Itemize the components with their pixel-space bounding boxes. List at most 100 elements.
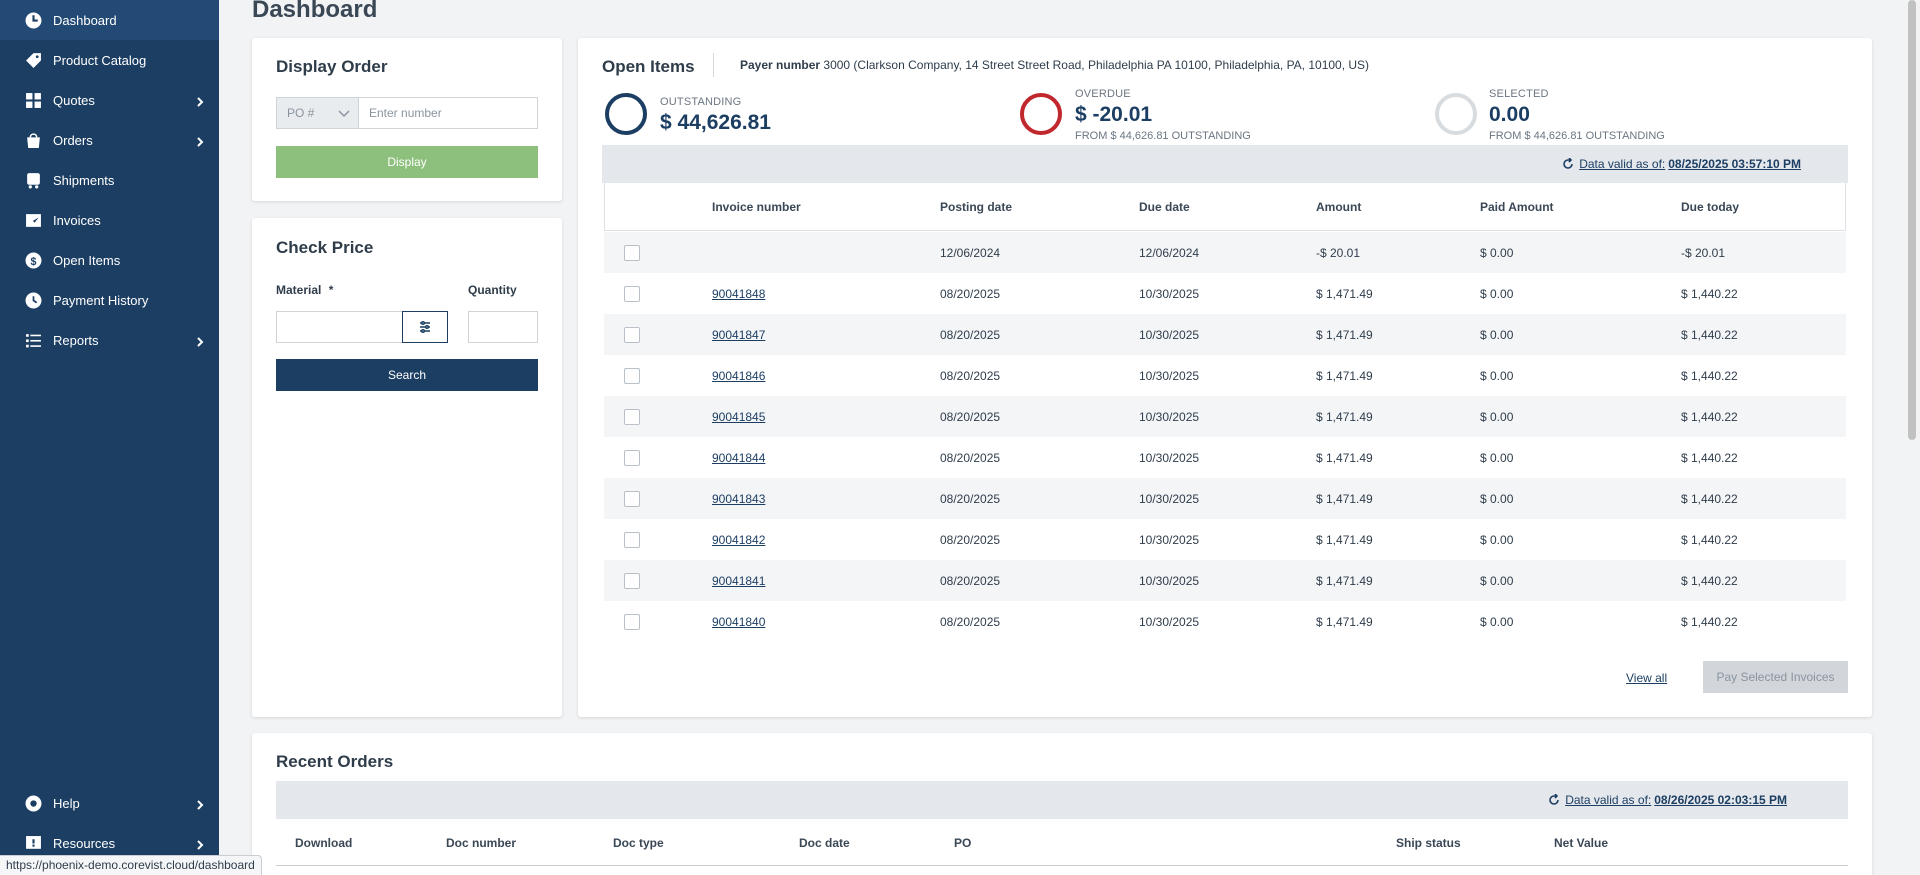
posting-date: 08/20/2025 <box>940 450 1001 465</box>
invoice-link[interactable]: 90041841 <box>712 573 766 588</box>
col-posting-date: Posting date <box>940 200 1013 214</box>
selected-ring <box>1435 93 1477 135</box>
amount: $ 1,471.49 <box>1316 573 1373 588</box>
due-date: 10/30/2025 <box>1139 409 1200 424</box>
col-ship-status: Ship status <box>1396 836 1461 850</box>
row-checkbox[interactable] <box>624 450 640 466</box>
po-number-input[interactable] <box>358 97 538 129</box>
sidebar-item-dashboard[interactable]: Dashboard <box>0 0 219 40</box>
page-scrollbar[interactable] <box>1908 0 1916 440</box>
refresh-icon <box>1563 158 1573 169</box>
sidebar-item-reports[interactable]: Reports <box>0 320 219 360</box>
payer-info: Payer number 3000 (Clarkson Company, 14 … <box>740 58 1369 72</box>
row-checkbox[interactable] <box>624 368 640 384</box>
tag-icon <box>24 51 42 69</box>
material-label-text: Material <box>276 283 322 297</box>
display-button[interactable]: Display <box>276 146 538 178</box>
sidebar-item-label: Shipments <box>53 172 115 188</box>
posting-date: 12/06/2024 <box>940 245 1001 260</box>
selected-label: SELECTED <box>1489 88 1549 100</box>
data-valid-link[interactable]: Data valid as of: 08/25/2025 03:57:10 PM <box>1562 157 1801 171</box>
sidebar-item-shipments[interactable]: Shipments <box>0 160 219 200</box>
due-date: 10/30/2025 <box>1139 368 1200 383</box>
posting-date: 08/20/2025 <box>940 368 1001 383</box>
posting-date: 08/20/2025 <box>940 573 1001 588</box>
sidebar-item-invoices[interactable]: Invoices <box>0 200 219 240</box>
amount: $ 1,471.49 <box>1316 368 1373 383</box>
amount: $ 1,471.49 <box>1316 327 1373 342</box>
paid-amount: $ 0.00 <box>1480 614 1514 629</box>
sidebar-item-label: Payment History <box>53 292 149 308</box>
due-today: $ 1,440.22 <box>1681 327 1738 342</box>
row-checkbox[interactable] <box>624 286 640 302</box>
sidebar-item-label: Orders <box>53 132 93 148</box>
invoice-link[interactable]: 90041840 <box>712 614 766 629</box>
search-button[interactable]: Search <box>276 359 538 391</box>
sidebar-item-label: Invoices <box>53 212 101 228</box>
table-row: 90041841 08/20/2025 10/30/2025 $ 1,471.4… <box>604 560 1846 601</box>
due-today: $ 1,440.22 <box>1681 491 1738 506</box>
sidebar-item-label: Dashboard <box>53 12 117 28</box>
invoice-link[interactable]: 90041842 <box>712 532 766 547</box>
col-due-date: Due date <box>1139 200 1190 214</box>
invoice-link[interactable]: 90041843 <box>712 491 766 506</box>
material-filter-button[interactable] <box>402 311 448 343</box>
table-row: 90041844 08/20/2025 10/30/2025 $ 1,471.4… <box>604 437 1846 478</box>
row-checkbox[interactable] <box>624 245 640 261</box>
col-po: PO <box>954 836 972 850</box>
paid-amount: $ 0.00 <box>1480 532 1514 547</box>
sidebar-item-label: Reports <box>53 332 99 348</box>
sidebar-item-quotes[interactable]: Quotes <box>0 80 219 120</box>
view-all-link[interactable]: View all <box>1626 671 1668 685</box>
due-today: -$ 20.01 <box>1681 245 1726 260</box>
sidebar-item-label: Help <box>53 795 80 811</box>
col-doc-date: Doc date <box>799 836 850 850</box>
row-checkbox[interactable] <box>624 409 640 425</box>
chevron-down-icon <box>338 110 350 118</box>
invoice-link[interactable]: 90041846 <box>712 368 766 383</box>
col-doc-number: Doc number <box>446 836 517 850</box>
sidebar-item-label: Resources <box>53 835 116 851</box>
row-checkbox[interactable] <box>624 614 640 630</box>
outstanding-label: OUTSTANDING <box>660 96 742 108</box>
recent-data-valid-label: Data valid as of: <box>1565 793 1652 807</box>
row-checkbox[interactable] <box>624 573 640 589</box>
sidebar-item-product-catalog[interactable]: Product Catalog <box>0 40 219 80</box>
help-icon <box>24 794 42 812</box>
invoice-link[interactable]: 90041848 <box>712 286 766 301</box>
col-amount: Amount <box>1316 200 1362 214</box>
sidebar-item-resources[interactable]: Resources <box>0 823 219 863</box>
row-checkbox[interactable] <box>624 491 640 507</box>
recent-data-valid-bar <box>276 781 1848 819</box>
outstanding-ring <box>605 93 647 135</box>
invoice-link[interactable]: 90041844 <box>712 450 766 465</box>
sliders-icon <box>420 320 430 334</box>
table-row: 90041845 08/20/2025 10/30/2025 $ 1,471.4… <box>604 396 1846 437</box>
payer-label: Payer number <box>740 58 821 72</box>
table-row: 90041840 08/20/2025 10/30/2025 $ 1,471.4… <box>604 601 1846 642</box>
po-type-value: PO # <box>287 106 315 120</box>
quantity-input[interactable] <box>468 311 538 343</box>
truck-icon <box>24 171 42 189</box>
sidebar-item-payment-history[interactable]: Payment History <box>0 280 219 320</box>
posting-date: 08/20/2025 <box>940 286 1001 301</box>
sidebar-item-open-items[interactable]: $ Open Items <box>0 240 219 280</box>
table-row: 90041846 08/20/2025 10/30/2025 $ 1,471.4… <box>604 355 1846 396</box>
sidebar-item-help[interactable]: Help <box>0 783 219 823</box>
quotes-icon <box>24 91 42 109</box>
invoice-link[interactable]: 90041847 <box>712 327 766 342</box>
recent-data-valid-link[interactable]: Data valid as of: 08/26/2025 02:03:15 PM <box>1548 793 1787 807</box>
row-checkbox[interactable] <box>624 327 640 343</box>
invoice-link[interactable]: 90041845 <box>712 409 766 424</box>
material-input[interactable] <box>276 311 402 343</box>
bag-icon <box>24 131 42 149</box>
col-due-today: Due today <box>1681 200 1740 214</box>
row-checkbox[interactable] <box>624 532 640 548</box>
posting-date: 08/20/2025 <box>940 532 1001 547</box>
paid-amount: $ 0.00 <box>1480 245 1514 260</box>
po-type-select[interactable]: PO # <box>276 97 358 129</box>
pay-selected-button[interactable]: Pay Selected Invoices <box>1703 661 1848 693</box>
sidebar-item-orders[interactable]: Orders <box>0 120 219 160</box>
payer-value: 3000 (Clarkson Company, 14 Street Street… <box>823 58 1370 72</box>
status-bar-url: https://phoenix-demo.corevist.cloud/dash… <box>0 855 262 875</box>
